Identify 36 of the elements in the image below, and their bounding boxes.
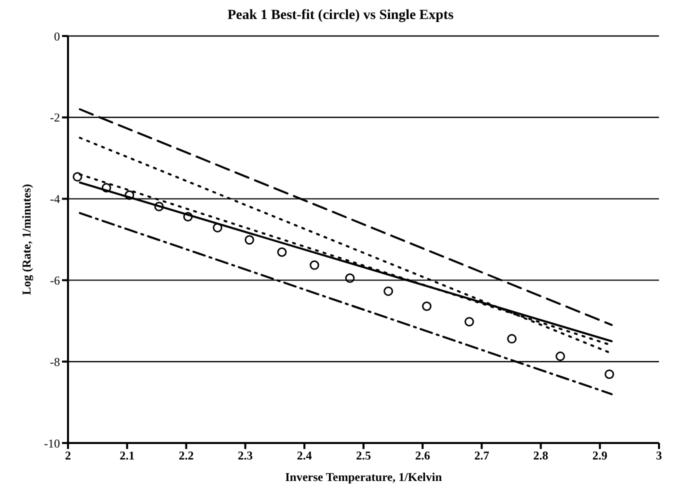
- point: [422, 302, 432, 311]
- x-tick-label: 2.2: [178, 448, 194, 463]
- point: [384, 286, 394, 296]
- x-tick-label: 2.4: [296, 448, 312, 463]
- point: [124, 190, 134, 200]
- chart-title: Peak 1 Best-fit (circle) vs Single Expts: [226, 8, 455, 25]
- x-tick-label: 2.5: [356, 448, 371, 463]
- point: [72, 172, 82, 182]
- y-tick-label: 0: [54, 29, 60, 44]
- point: [507, 334, 517, 344]
- y-tick-label: -2: [50, 110, 60, 125]
- point: [556, 352, 566, 362]
- point: [604, 369, 614, 379]
- y-axis-title: Log (Rate, 1/minutes): [19, 184, 34, 295]
- x-tick-label: 2.7: [474, 448, 490, 463]
- y-tick-label: -4: [50, 192, 60, 206]
- point: [345, 273, 355, 283]
- point: [183, 212, 193, 222]
- y-tick-label: -6: [50, 273, 60, 288]
- y-tick-label: -8: [50, 354, 60, 369]
- point: [102, 183, 112, 193]
- point: [212, 222, 222, 232]
- x-tick-label: 2.8: [533, 448, 548, 463]
- y-tick-label: -10: [44, 436, 60, 450]
- x-tick-label: 2.6: [415, 448, 430, 463]
- x-tick-label: 2.9: [592, 448, 608, 463]
- x-tick-label: 3: [656, 448, 662, 463]
- point: [464, 316, 474, 326]
- x-tick-label: 2.1: [120, 448, 135, 463]
- x-tick-label: 2: [65, 448, 71, 463]
- point: [154, 202, 164, 212]
- x-tick-label: 2.3: [238, 448, 253, 463]
- point: [310, 260, 320, 270]
- x-axis-title: Inverse Temperature, 1/Kelvin: [285, 470, 442, 484]
- point: [277, 247, 287, 257]
- point: [244, 235, 254, 245]
